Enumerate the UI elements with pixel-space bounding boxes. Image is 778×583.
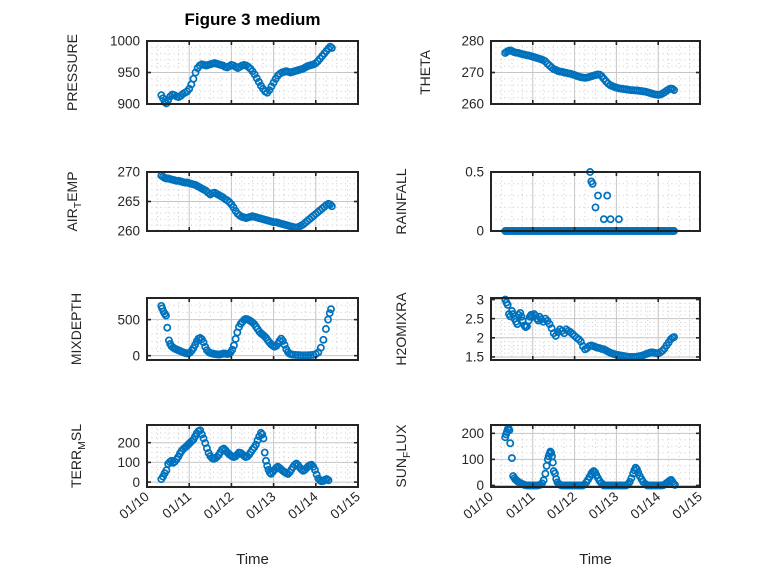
rainfall-ytick-label: 0.5 — [465, 165, 484, 180]
pressure-markers — [157, 42, 336, 108]
pressure-ylabel: PRESSURE — [64, 34, 80, 111]
terrmsl-axes-box — [146, 424, 359, 488]
airtemp-ytick-label: 270 — [117, 165, 140, 180]
pressure-ytick-label: 950 — [117, 65, 140, 80]
time-axis-label-left: Time — [236, 551, 269, 568]
mixdepth-axes-box — [146, 297, 359, 361]
xtick-label-01-13: 01/13 — [586, 489, 622, 522]
theta-markers — [501, 46, 679, 99]
xtick-label-01-15: 01/15 — [669, 489, 705, 522]
terrmsl-xtick-labels: 01/10 01/11 01/12 01/13 01/14 01/15 — [116, 489, 363, 523]
terrmsl-ytick-label: 100 — [117, 455, 140, 470]
pressure-ytick-label: 1000 — [110, 34, 140, 49]
theta-axes-box — [490, 40, 701, 105]
pressure-plot: 900 950 1000 PRESSURE — [64, 34, 359, 112]
theta-ytick-labels: 260 270 280 — [461, 34, 484, 112]
rainfall-axes-box — [490, 171, 701, 232]
mixdepth-ylabel: MIXDEPTH — [68, 293, 84, 365]
sunflux-ytick-labels: 0 100 200 — [461, 426, 484, 493]
airtemp-ylabel: AIRTEMP — [64, 171, 84, 231]
theta-plot: 260 270 280 THETA — [417, 34, 701, 112]
h2omixra-ytick-label: 2.5 — [465, 311, 484, 326]
xtick-label-01-10: 01/10 — [116, 489, 152, 522]
subplot-pressure: 900 950 1000 PRESSURE — [64, 34, 359, 112]
mixdepth-plot: 0 500 MIXDEPTH — [68, 293, 359, 365]
xtick-label-01-10: 01/10 — [460, 489, 496, 522]
terrmsl-ylabel: TERRMSL — [68, 424, 88, 488]
rainfall-ytick-labels: 00.5 — [465, 165, 484, 239]
time-axis-label-right: Time — [579, 551, 612, 568]
xtick-label-01-14: 01/14 — [628, 489, 664, 523]
subplot-h2omixra: 1.5 2 2.5 3 H2OMIXRA — [393, 292, 701, 366]
airtemp-ytick-label: 260 — [117, 224, 140, 239]
xtick-label-01-15: 01/15 — [327, 489, 363, 522]
sunflux-grid — [491, 425, 700, 487]
mixdepth-ytick-label: 0 — [132, 348, 140, 363]
xtick-label-01-12: 01/12 — [544, 489, 580, 522]
subplot-airtemp: 260 265 270 AIRTEMP — [64, 165, 359, 239]
xtick-label-01-11: 01/11 — [503, 489, 538, 522]
subplot-mixdepth: 0 500 MIXDEPTH — [68, 293, 359, 365]
terrmsl-ytick-labels: 0 100 200 — [117, 435, 140, 489]
h2omixra-axes-box — [490, 297, 701, 361]
h2omixra-grid — [491, 298, 700, 360]
mixdepth-ytick-labels: 0 500 — [117, 312, 140, 363]
airtemp-plot: 260 265 270 AIRTEMP — [64, 165, 359, 239]
mixdepth-ytick-label: 500 — [117, 312, 140, 327]
h2omixra-ytick-label: 3 — [476, 292, 484, 307]
sunflux-ytick-label: 200 — [461, 426, 484, 441]
mixdepth-markers — [157, 301, 335, 360]
pressure-axes-box — [146, 40, 359, 105]
airtemp-markers — [157, 171, 336, 232]
xtick-label-01-14: 01/14 — [285, 489, 321, 523]
sunflux-axes-box — [490, 424, 701, 488]
airtemp-grid — [147, 172, 358, 231]
h2omixra-ytick-label: 1.5 — [465, 350, 484, 365]
h2omixra-plot: 1.5 2 2.5 3 H2OMIXRA — [393, 292, 701, 366]
sunflux-ytick-label: 0 — [476, 478, 484, 493]
theta-ytick-label: 260 — [461, 97, 484, 112]
rainfall-ytick-label: 0 — [476, 224, 484, 239]
theta-ylabel: THETA — [417, 49, 433, 95]
subplot-sunflux: 0 100 200 SUNFLUX 01/10 01/11 01/12 01/13 01/14 0… — [393, 424, 705, 522]
terrmsl-ytick-label: 0 — [132, 475, 140, 490]
subplot-theta: 260 270 280 THETA — [417, 34, 701, 112]
figure-title: Figure 3 medium — [184, 10, 321, 29]
subplot-terrmsl: 0 100 200 TERRMSL 01/10 01/11 01/12 01/13 01/14 0… — [68, 424, 363, 522]
theta-ytick-label: 280 — [461, 34, 484, 49]
rainfall-markers — [501, 168, 679, 235]
xtick-label-01-12: 01/12 — [201, 489, 237, 522]
rainfall-ylabel: RAINFALL — [393, 168, 409, 234]
sunflux-ytick-label: 100 — [461, 452, 484, 467]
terrmsl-ytick-label: 200 — [117, 435, 140, 450]
airtemp-ytick-label: 265 — [117, 194, 140, 209]
airtemp-axes-box — [146, 171, 359, 232]
terrmsl-markers — [157, 426, 333, 486]
xtick-label-01-11: 01/11 — [159, 489, 194, 522]
sunflux-ylabel: SUNFLUX — [393, 424, 413, 488]
airtemp-ytick-labels: 260 265 270 — [117, 165, 140, 239]
sunflux-xtick-labels: 01/10 01/11 01/12 01/13 01/14 01/15 — [460, 489, 705, 523]
rainfall-grid — [491, 172, 700, 231]
h2omixra-ytick-label: 2 — [476, 331, 484, 346]
pressure-ytick-labels: 900 950 1000 — [110, 34, 140, 112]
sunflux-markers — [501, 424, 679, 490]
pressure-ytick-label: 900 — [117, 97, 140, 112]
h2omixra-markers — [501, 295, 679, 361]
h2omixra-ytick-labels: 1.5 2 2.5 3 — [465, 292, 484, 364]
xtick-label-01-13: 01/13 — [243, 489, 279, 522]
theta-ytick-label: 270 — [461, 65, 484, 80]
h2omixra-ylabel: H2OMIXRA — [393, 292, 409, 366]
subplot-rainfall: 0 0.5 RAINFALL — [393, 165, 701, 239]
